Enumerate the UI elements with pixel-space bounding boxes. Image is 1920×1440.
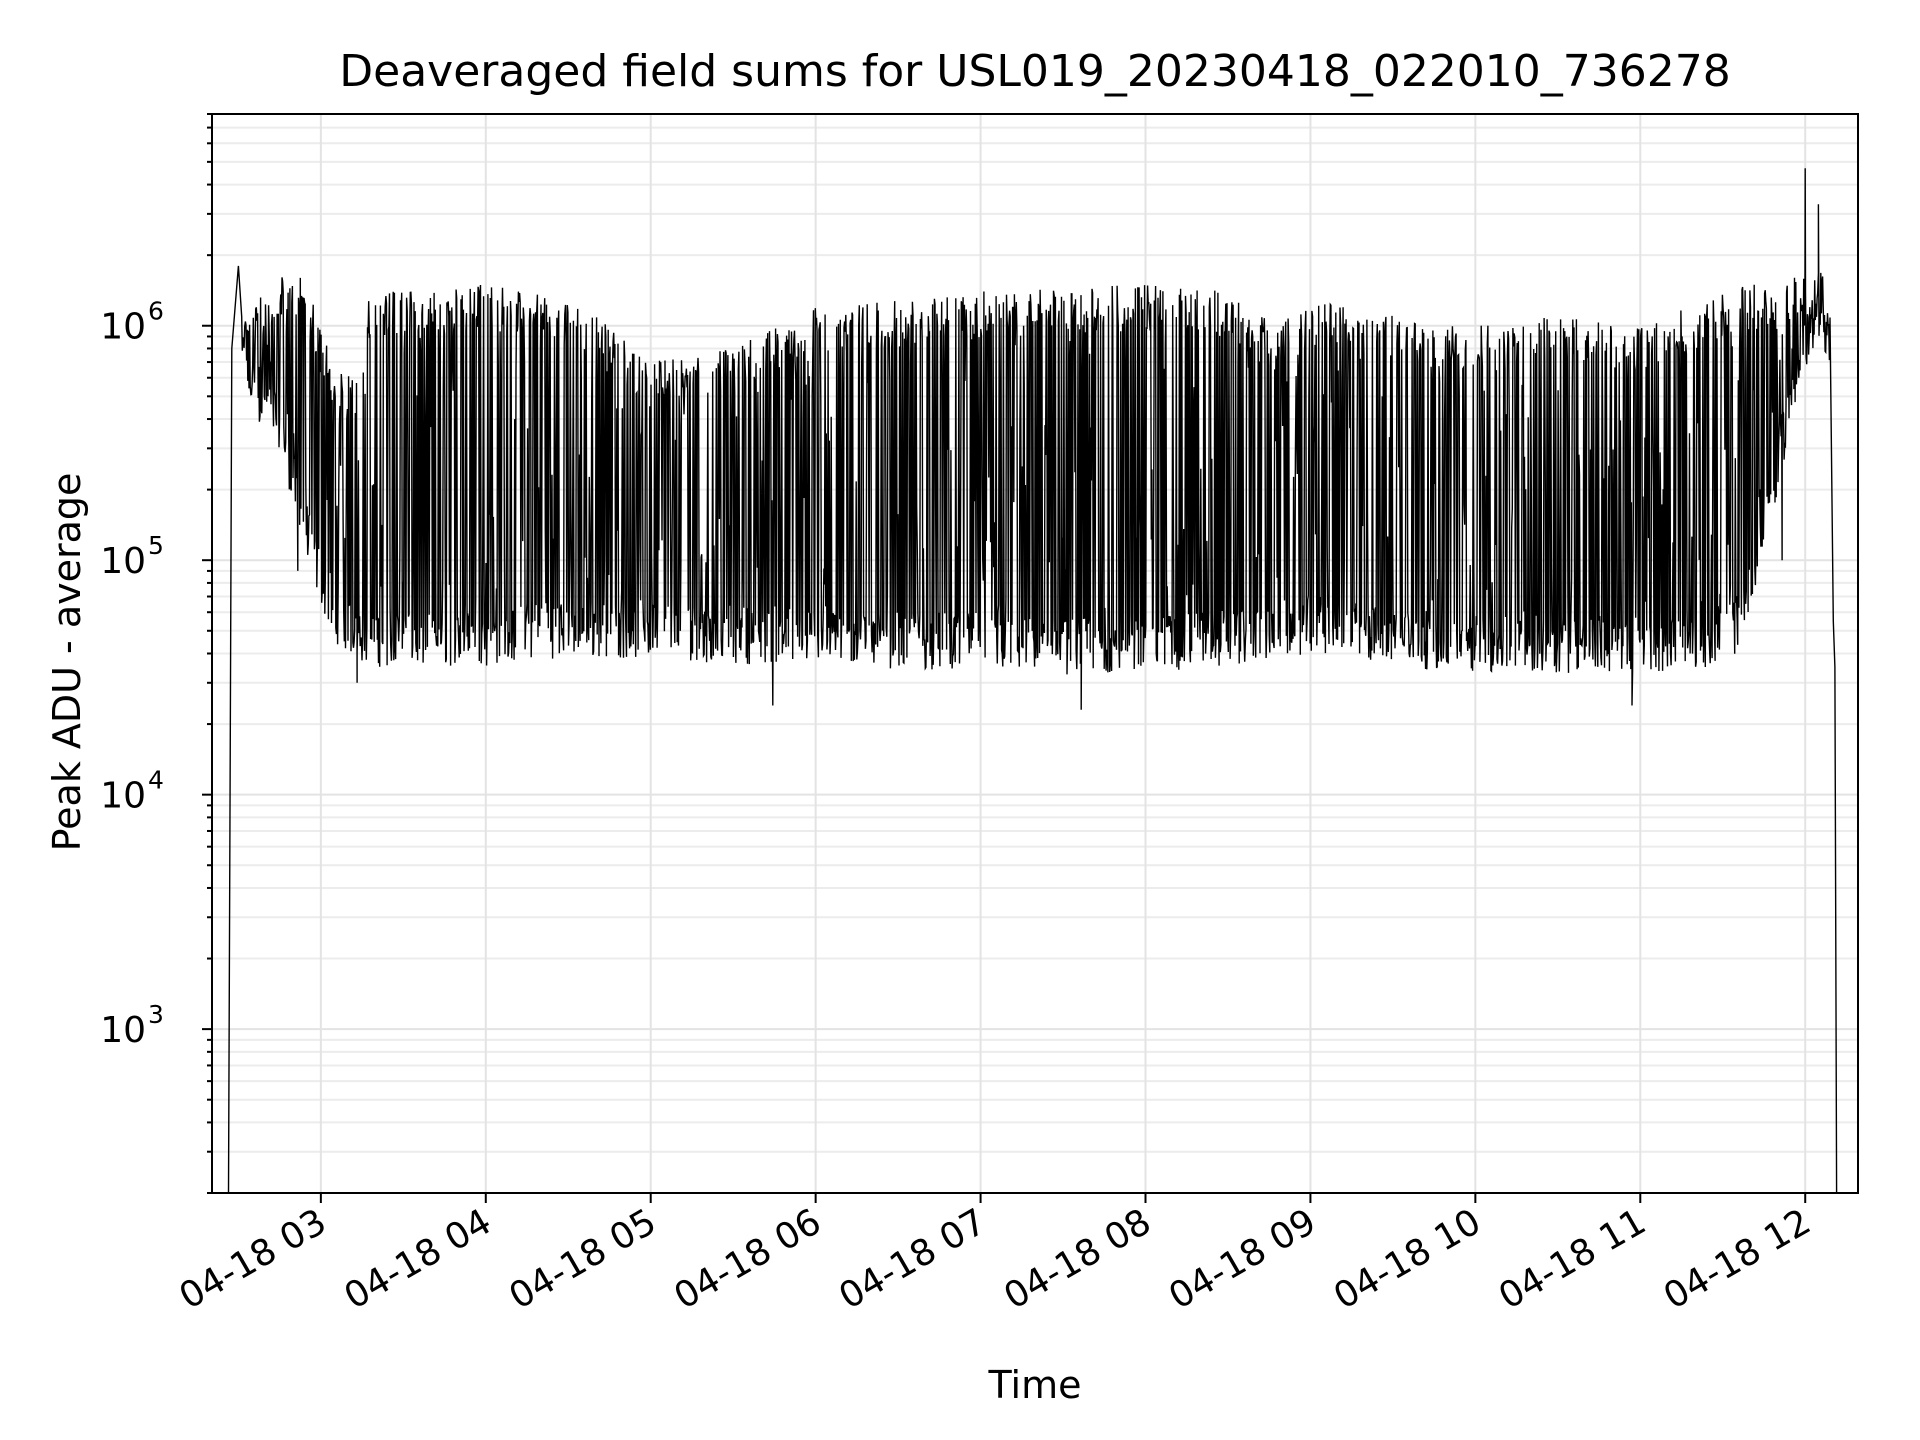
x-tick-label: 04-18 11 (1492, 1201, 1653, 1317)
x-tick-label: 04-18 06 (667, 1201, 828, 1317)
x-tick-label: 04-18 07 (832, 1201, 993, 1317)
data-line (227, 168, 1838, 1193)
y-tick-label: 10 (100, 541, 146, 582)
y-tick-label: 10 (100, 1010, 146, 1051)
y-tick-exponent: 5 (148, 531, 164, 560)
chart-title: Deaveraged field sums for USL019_2023041… (339, 46, 1731, 97)
y-tick-exponent: 4 (148, 766, 164, 795)
x-tick-label: 04-18 08 (997, 1201, 1158, 1317)
y-tick-label: 10 (100, 307, 146, 348)
x-tick-label: 04-18 03 (173, 1201, 334, 1317)
x-axis-label: Time (988, 1363, 1082, 1407)
x-tick-label: 04-18 05 (503, 1201, 664, 1317)
series-line (227, 168, 1838, 1193)
y-tick-label: 10 (100, 776, 146, 817)
y-axis-label: Peak ADU - average (45, 473, 89, 852)
y-tick-exponent: 3 (148, 1000, 164, 1029)
y-tick-exponent: 6 (148, 297, 164, 326)
x-tick-label: 04-18 12 (1657, 1201, 1818, 1317)
x-tick-label: 04-18 09 (1162, 1201, 1323, 1317)
x-tick-label: 04-18 04 (338, 1201, 499, 1317)
x-tick-label: 04-18 10 (1327, 1201, 1488, 1317)
